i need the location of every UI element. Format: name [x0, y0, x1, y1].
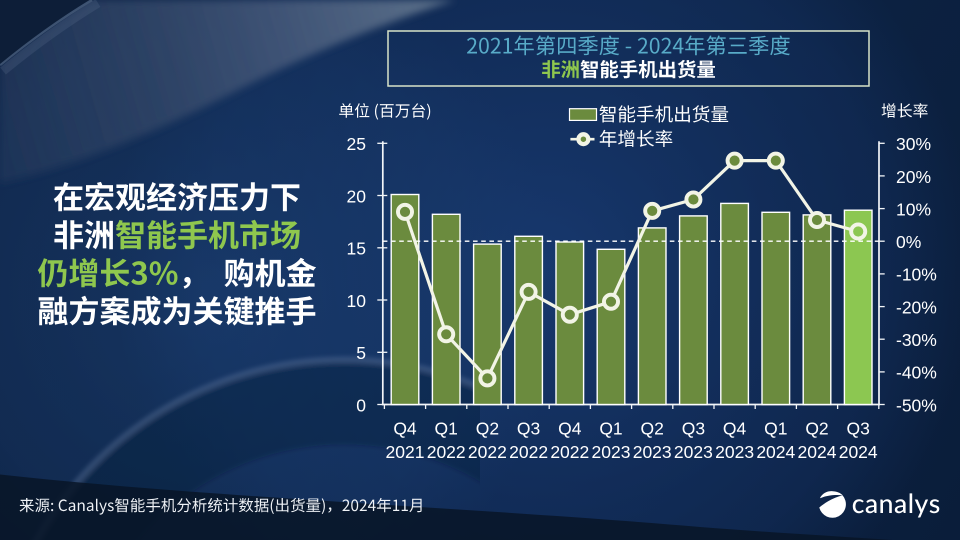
svg-text:-10%: -10%: [896, 265, 937, 285]
svg-text:30%: 30%: [896, 134, 931, 154]
svg-text:2024: 2024: [839, 442, 878, 462]
svg-text:Q2: Q2: [476, 418, 499, 438]
svg-text:2023: 2023: [715, 442, 754, 462]
svg-text:2022: 2022: [509, 442, 548, 462]
svg-text:20%: 20%: [896, 167, 931, 187]
svg-text:2022: 2022: [427, 442, 466, 462]
svg-text:Q4: Q4: [558, 418, 582, 438]
svg-text:0%: 0%: [896, 232, 921, 252]
svg-text:2022: 2022: [550, 442, 589, 462]
svg-text:Q1: Q1: [435, 418, 458, 438]
svg-text:2023: 2023: [633, 442, 672, 462]
svg-text:2023: 2023: [592, 442, 631, 462]
svg-text:2024: 2024: [756, 442, 795, 462]
svg-text:20: 20: [347, 186, 367, 206]
svg-text:Q1: Q1: [599, 418, 622, 438]
svg-text:Q4: Q4: [723, 418, 747, 438]
svg-text:15: 15: [347, 239, 366, 259]
svg-text:-40%: -40%: [896, 363, 937, 383]
svg-text:2021: 2021: [386, 442, 425, 462]
svg-text:10%: 10%: [896, 199, 931, 219]
svg-text:-50%: -50%: [896, 395, 937, 415]
svg-text:25: 25: [347, 134, 366, 154]
svg-text:0: 0: [356, 395, 366, 415]
svg-text:Q3: Q3: [847, 418, 870, 438]
svg-text:Q2: Q2: [641, 418, 664, 438]
svg-text:2024: 2024: [798, 442, 837, 462]
svg-text:Q2: Q2: [805, 418, 828, 438]
svg-text:2022: 2022: [468, 442, 507, 462]
svg-text:Q3: Q3: [517, 418, 540, 438]
svg-text:5: 5: [356, 343, 366, 363]
svg-text:Q3: Q3: [682, 418, 705, 438]
svg-text:Q4: Q4: [393, 418, 417, 438]
svg-text:-30%: -30%: [896, 330, 937, 350]
svg-text:10: 10: [347, 291, 367, 311]
svg-text:2023: 2023: [674, 442, 713, 462]
svg-text:-20%: -20%: [896, 297, 937, 317]
svg-text:Q1: Q1: [764, 418, 787, 438]
